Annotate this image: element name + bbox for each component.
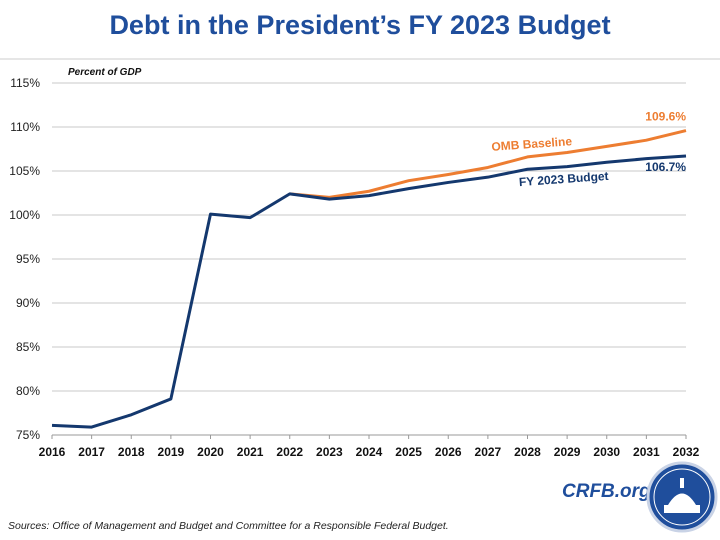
end-value-label: 106.7% xyxy=(645,160,686,174)
end-value-label: 109.6% xyxy=(645,110,686,124)
x-tick-label: 2032 xyxy=(673,445,700,459)
x-tick-label: 2026 xyxy=(435,445,462,459)
y-axis-label: Percent of GDP xyxy=(68,67,142,78)
x-tick-label: 2018 xyxy=(118,445,145,459)
x-tick-label: 2019 xyxy=(158,445,185,459)
brand-link[interactable]: CRFB.org xyxy=(562,481,651,502)
y-tick-label: 80% xyxy=(16,384,40,398)
x-tick-label: 2021 xyxy=(237,445,264,459)
y-tick-label: 110% xyxy=(10,120,40,134)
series-label-omb: OMB Baseline xyxy=(491,134,573,154)
x-tick-label: 2025 xyxy=(395,445,422,459)
y-tick-label: 115% xyxy=(10,76,40,90)
x-tick-label: 2029 xyxy=(554,445,581,459)
x-tick-label: 2023 xyxy=(316,445,343,459)
y-tick-label: 100% xyxy=(9,208,40,222)
x-tick-label: 2027 xyxy=(475,445,502,459)
x-tick-label: 2016 xyxy=(39,445,66,459)
series-line-1 xyxy=(51,154,687,429)
x-tick-label: 2020 xyxy=(197,445,224,459)
x-tick-label: 2022 xyxy=(276,445,303,459)
series-label-budget: FY 2023 Budget xyxy=(518,169,609,189)
x-tick-label: 2030 xyxy=(593,445,620,459)
series-line-0 xyxy=(289,129,687,199)
y-tick-label: 75% xyxy=(16,428,40,442)
x-tick-label: 2031 xyxy=(633,445,660,459)
title-divider xyxy=(0,58,720,60)
y-tick-label: 105% xyxy=(9,164,40,178)
source-note: Sources: Office of Management and Budget… xyxy=(8,520,449,532)
chart-title: Debt in the President’s FY 2023 Budget xyxy=(109,10,611,40)
y-tick-label: 90% xyxy=(16,296,40,310)
x-tick-label: 2017 xyxy=(78,445,105,459)
x-tick-label: 2028 xyxy=(514,445,541,459)
y-tick-label: 85% xyxy=(16,340,40,354)
y-tick-label: 95% xyxy=(16,252,40,266)
x-tick-label: 2024 xyxy=(356,445,383,459)
